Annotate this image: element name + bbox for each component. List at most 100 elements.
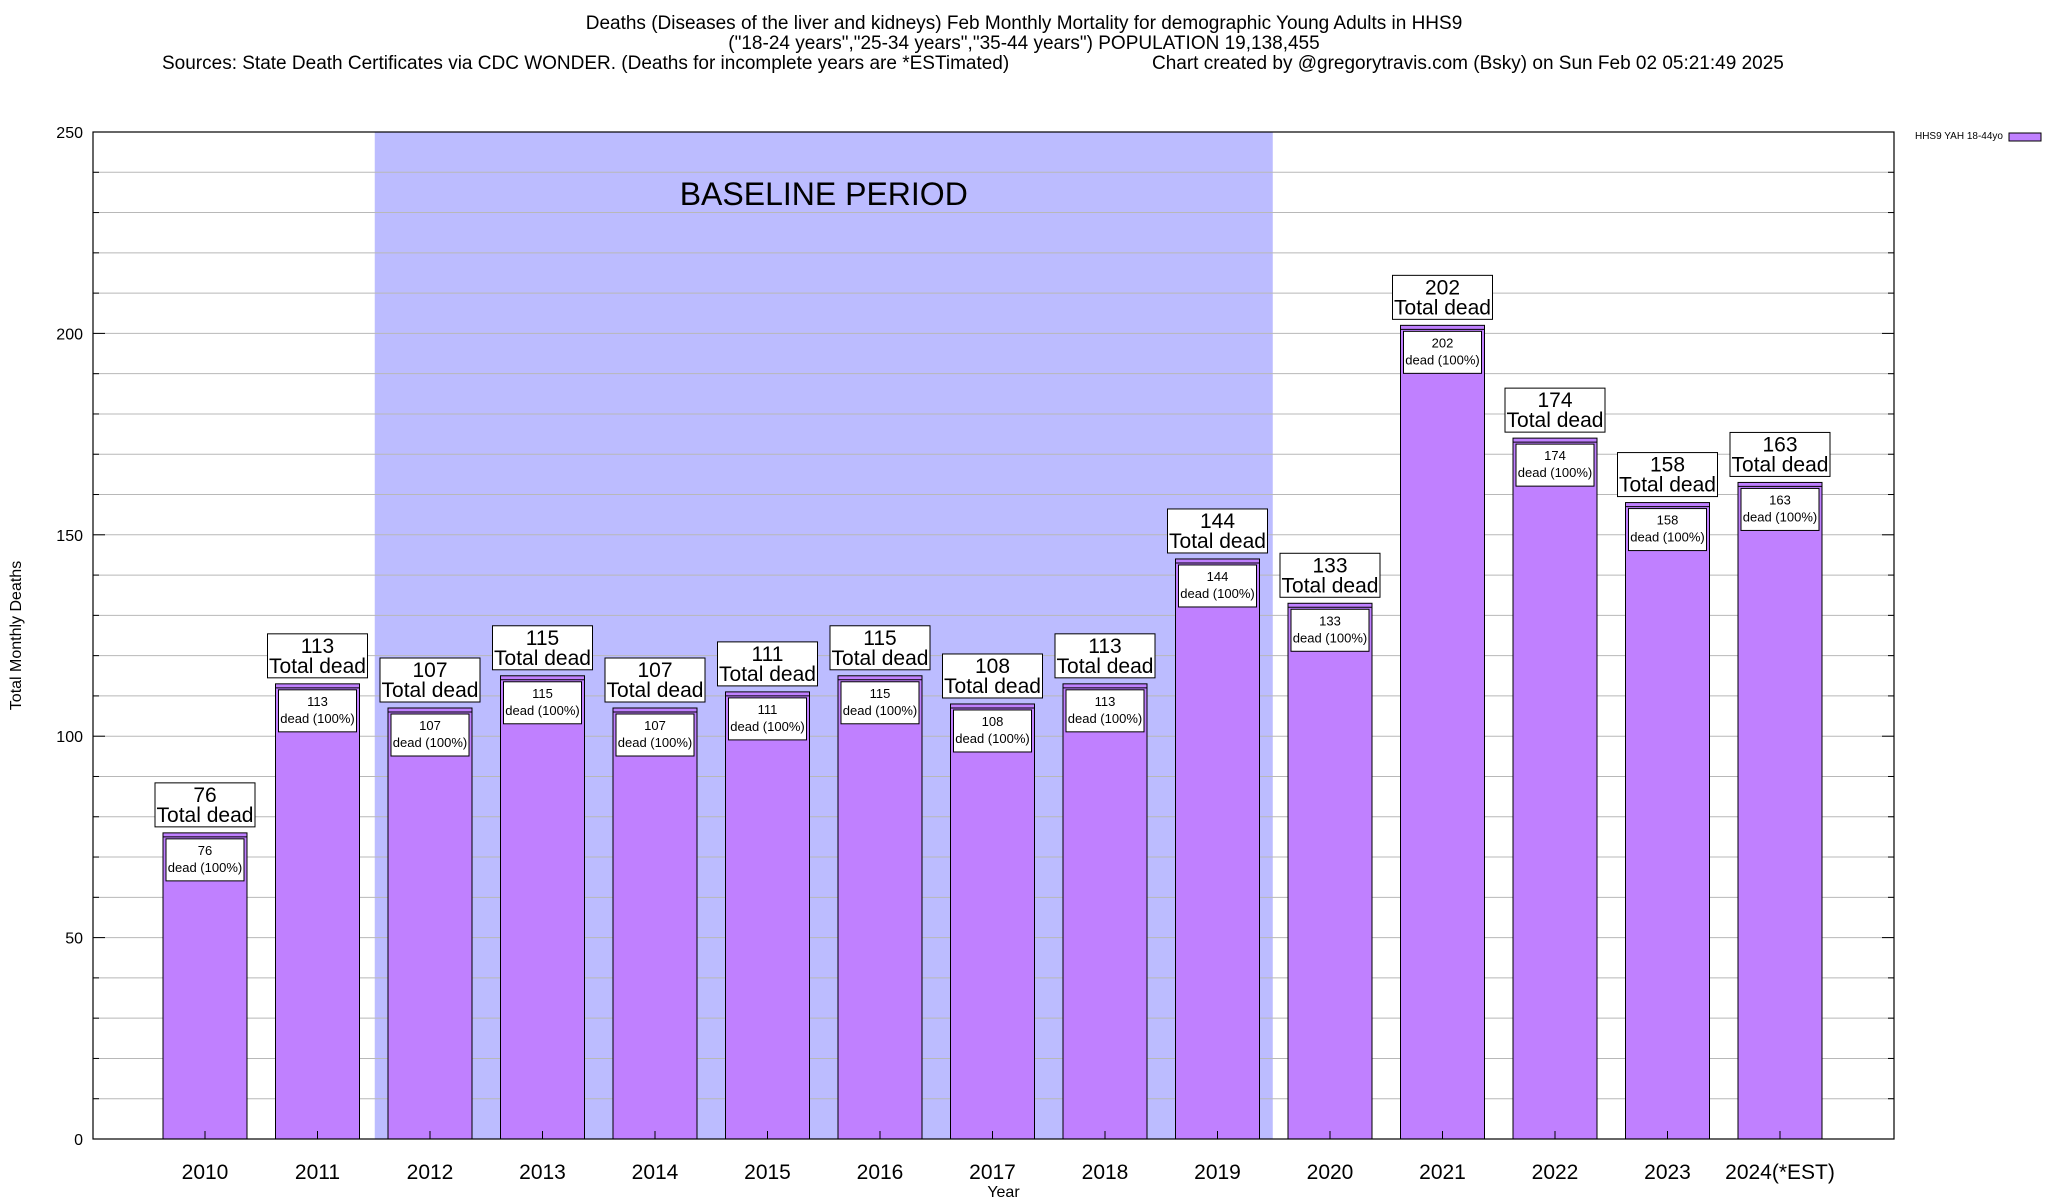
bar-inner-label-box bbox=[1290, 608, 1370, 652]
bar-total-caption: Total dead bbox=[157, 804, 254, 827]
bar-total-label-box bbox=[1729, 431, 1831, 477]
bar-total-label-box bbox=[267, 633, 368, 679]
x-tick-label: 2020 bbox=[1307, 1161, 1354, 1184]
bar-inner-label-box bbox=[1628, 508, 1707, 552]
bar-inner-percent: dead (100%) bbox=[280, 711, 354, 726]
bar-inner-label-box bbox=[840, 681, 920, 725]
bar-inner-value: 113 bbox=[1095, 694, 1116, 709]
bar-inner-percent: dead (100%) bbox=[393, 735, 467, 750]
x-tick-label: 2010 bbox=[182, 1161, 229, 1184]
x-tick-label: 2014 bbox=[632, 1161, 679, 1184]
bar-total-value: 107 bbox=[412, 659, 447, 682]
bar bbox=[1400, 324, 1485, 1140]
bar-total-label-box bbox=[829, 625, 931, 671]
bar-total-value: 133 bbox=[1312, 554, 1347, 577]
x-tick-label: 2023 bbox=[1644, 1161, 1691, 1184]
legend-swatch bbox=[2008, 132, 2042, 142]
bar-inner-percent: dead (100%) bbox=[1743, 509, 1817, 524]
bar-total-value: 76 bbox=[193, 784, 216, 807]
bar bbox=[387, 707, 473, 1140]
bar bbox=[275, 683, 360, 1140]
bar-inner-percent: dead (100%) bbox=[1630, 530, 1704, 545]
bar-inner-percent: dead (100%) bbox=[843, 703, 917, 718]
bar bbox=[1062, 683, 1148, 1140]
bar-inner-value: 115 bbox=[870, 686, 891, 701]
bar-total-label-box bbox=[717, 641, 818, 687]
bar-total-caption: Total dead bbox=[494, 647, 591, 670]
bar-total-label-box bbox=[1279, 552, 1381, 598]
bar-inner-label-box bbox=[615, 713, 695, 757]
bar-inner-value: 107 bbox=[644, 718, 666, 733]
bar-total-label-box bbox=[379, 657, 481, 703]
bar-inner-label-box bbox=[1515, 443, 1595, 487]
x-tick-label: 2013 bbox=[519, 1161, 566, 1184]
y-tick-label: 250 bbox=[56, 125, 83, 142]
x-axis-label: Year bbox=[987, 1184, 1020, 1200]
bar-inner-label-box bbox=[1740, 487, 1820, 531]
bar-total-caption: Total dead bbox=[1282, 574, 1379, 597]
y-tick-label: 150 bbox=[56, 528, 83, 545]
bar-total-caption: Total dead bbox=[719, 663, 816, 686]
bar-total-caption: Total dead bbox=[607, 679, 704, 702]
baseline-period-label: BASELINE PERIOD bbox=[680, 176, 968, 212]
bar-total-value: 158 bbox=[1650, 454, 1685, 477]
bar-inner-value: 111 bbox=[758, 702, 778, 717]
bar-inner-value: 133 bbox=[1319, 613, 1341, 628]
bar-inner-percent: dead (100%) bbox=[1518, 465, 1592, 480]
x-tick-label: 2024(*EST) bbox=[1725, 1161, 1835, 1184]
chart-title-line1: Deaths (Diseases of the liver and kidney… bbox=[585, 13, 1463, 34]
bar bbox=[837, 675, 923, 1140]
bar-total-value: 163 bbox=[1762, 433, 1797, 456]
x-tick-label: 2021 bbox=[1419, 1161, 1466, 1184]
x-tick-label: 2019 bbox=[1194, 1161, 1241, 1184]
bar-total-caption: Total dead bbox=[944, 675, 1041, 698]
bar-inner-label-box bbox=[1178, 564, 1257, 608]
bar bbox=[162, 832, 248, 1140]
x-tick-label: 2015 bbox=[744, 1161, 791, 1184]
bar-total-label-box bbox=[1504, 387, 1606, 433]
bar-total-label-box bbox=[1054, 633, 1156, 679]
bar-total-value: 107 bbox=[637, 659, 672, 682]
bar-total-value: 202 bbox=[1425, 276, 1460, 299]
bar-inner-label-box bbox=[953, 709, 1032, 753]
bar-total-caption: Total dead bbox=[1394, 296, 1491, 319]
x-tick-label: 2012 bbox=[407, 1161, 454, 1184]
bar-inner-label-box bbox=[1065, 689, 1145, 733]
bar-inner-percent: dead (100%) bbox=[1180, 586, 1254, 601]
bar-inner-percent: dead (100%) bbox=[1405, 352, 1479, 367]
bar-total-value: 113 bbox=[301, 635, 334, 658]
bar-total-caption: Total dead bbox=[269, 655, 366, 678]
bar-total-caption: Total dead bbox=[382, 679, 479, 702]
bar-total-label-box bbox=[942, 653, 1043, 699]
x-tick-label: 2011 bbox=[295, 1161, 340, 1184]
x-tick-label: 2016 bbox=[857, 1161, 904, 1184]
bar bbox=[725, 691, 810, 1140]
bar-inner-percent: dead (100%) bbox=[1293, 630, 1367, 645]
bar bbox=[612, 707, 698, 1140]
plot-area-border bbox=[92, 131, 1895, 1140]
bar-inner-label-box bbox=[165, 838, 245, 882]
bar-total-label-box bbox=[604, 657, 706, 703]
bar-inner-value: 202 bbox=[1432, 335, 1454, 350]
bar-inner-value: 163 bbox=[1769, 492, 1791, 507]
bar-inner-value: 76 bbox=[198, 843, 212, 858]
bar-total-label-box bbox=[1392, 274, 1493, 320]
bar-inner-percent: dead (100%) bbox=[730, 719, 804, 734]
bar-total-caption: Total dead bbox=[1619, 474, 1716, 497]
bar-inner-value: 174 bbox=[1544, 448, 1566, 463]
y-tick-label: 0 bbox=[74, 1132, 83, 1149]
bar-inner-label-box bbox=[1403, 330, 1482, 374]
bar-inner-label-box bbox=[390, 713, 470, 757]
bar bbox=[1737, 481, 1823, 1140]
bar-inner-label-box bbox=[503, 681, 582, 725]
x-tick-label: 2018 bbox=[1082, 1161, 1129, 1184]
bar-inner-value: 113 bbox=[307, 694, 328, 709]
bar-total-value: 108 bbox=[975, 655, 1010, 678]
chart-credit-note: Chart created by @gregorytravis.com (Bsk… bbox=[1152, 53, 1784, 74]
y-tick-label: 100 bbox=[56, 729, 83, 746]
bar bbox=[1512, 437, 1598, 1140]
chart-title-line2: ("18-24 years","25-34 years","35-44 year… bbox=[728, 33, 1320, 54]
bar-inner-label-box bbox=[278, 689, 357, 733]
bar-inner-percent: dead (100%) bbox=[168, 860, 242, 875]
